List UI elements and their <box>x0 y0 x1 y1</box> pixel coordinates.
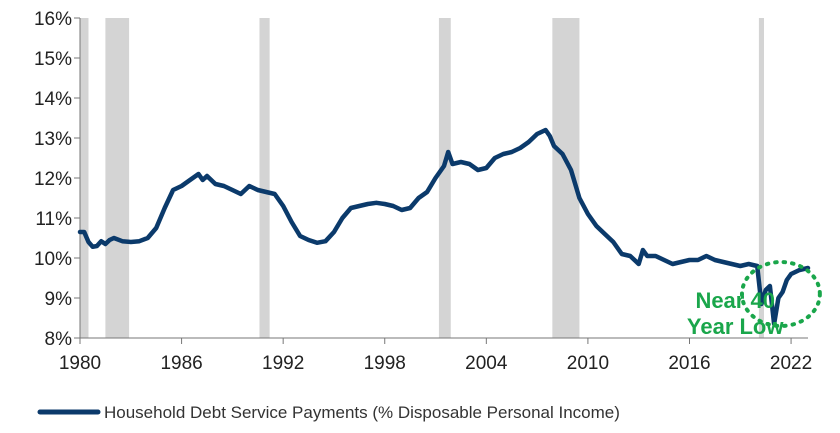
y-tick-label: 13% <box>34 129 72 150</box>
y-tick-label: 12% <box>34 169 72 190</box>
y-tick-label: 14% <box>34 89 72 110</box>
y-tick-label: 8% <box>45 329 73 350</box>
x-tick-label: 2016 <box>668 353 710 374</box>
legend: Household Debt Service Payments (% Dispo… <box>37 403 620 422</box>
x-tick-label: 2022 <box>770 353 812 374</box>
x-tick-label: 1992 <box>262 353 304 374</box>
annotation-near-40-line2: Year Low <box>687 314 784 339</box>
x-tick-label: 1986 <box>160 353 202 374</box>
recession-band <box>438 18 451 338</box>
recession-bands <box>80 18 764 338</box>
series-line <box>77 127 811 327</box>
annotation-near-40-line1: Near 40 <box>695 288 775 313</box>
y-tick-label: 10% <box>34 249 72 270</box>
x-tick-label: 1980 <box>59 353 101 374</box>
legend-label: Household Debt Service Payments (% Dispo… <box>104 403 620 422</box>
y-tick-label: 15% <box>34 49 72 70</box>
recession-band <box>105 18 130 338</box>
y-tick-label: 11% <box>35 209 72 230</box>
x-tick-label: 2004 <box>465 353 508 374</box>
x-axis-ticks: 1980 1986 1992 1998 2004 2010 2016 2022 <box>59 338 812 374</box>
y-tick-label: 9% <box>45 289 73 310</box>
x-tick-label: 1998 <box>364 353 406 374</box>
highlight-circle <box>739 260 822 328</box>
series-group <box>77 127 811 327</box>
y-axis-ticks: 8% 9% 10% 11% 12% 13% 14% 15% 16% <box>34 9 80 350</box>
recession-band <box>758 18 764 338</box>
x-tick-label: 2010 <box>567 353 609 374</box>
recession-band <box>259 18 270 338</box>
y-tick-label: 16% <box>34 9 72 30</box>
recession-band <box>80 18 89 338</box>
